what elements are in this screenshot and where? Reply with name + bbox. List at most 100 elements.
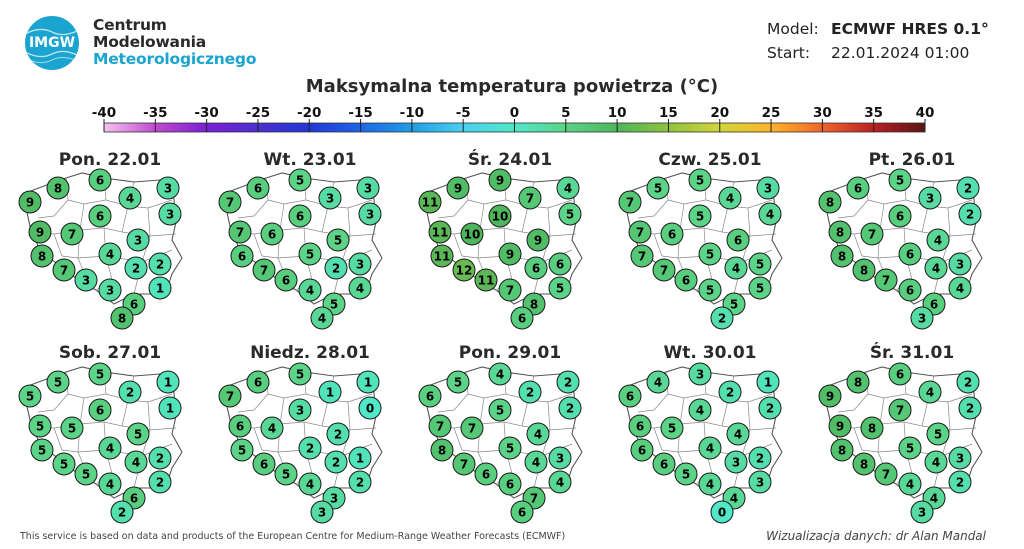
temperature-value: 6 (854, 182, 862, 196)
temperature-marker (748, 446, 772, 470)
temperature-value: 2 (564, 376, 572, 390)
temperature-value: 7 (526, 192, 534, 206)
temperature-value: 4 (930, 492, 938, 506)
temperature-value: 5 (906, 442, 914, 456)
temperature-value: 6 (254, 182, 262, 196)
temperature-value: 1 (164, 376, 172, 390)
temperature-marker (618, 384, 642, 408)
temperature-marker (828, 220, 852, 244)
temperature-marker (252, 452, 276, 476)
temperature-value: 6 (236, 420, 244, 434)
temperature-value: 4 (730, 492, 738, 506)
temperature-marker (958, 396, 982, 420)
temperature-marker (498, 472, 522, 496)
temperature-value: 4 (932, 456, 940, 470)
temperature-value: 3 (956, 452, 964, 466)
temperature-value: 5 (654, 182, 662, 196)
temperature-value: 5 (68, 422, 76, 436)
temperature-value: 5 (682, 468, 690, 482)
temperature-value: 2 (956, 476, 964, 490)
start-label: Start: (767, 44, 811, 62)
temperature-marker (956, 176, 980, 200)
temperature-value: 2 (156, 476, 164, 490)
temperature-value: 1 (156, 282, 164, 296)
temperature-marker (688, 168, 712, 192)
temperature-marker (452, 452, 476, 476)
voivodeship-border (279, 399, 329, 427)
temperature-value: 6 (282, 274, 290, 288)
temperature-value: 3 (364, 182, 372, 196)
temperature-marker (18, 190, 42, 214)
temperature-marker (548, 276, 572, 300)
temperature-marker (318, 186, 342, 210)
temperature-marker (288, 398, 312, 422)
voivodeship-border (853, 229, 881, 259)
temperature-marker (948, 276, 972, 300)
temperature-marker (548, 446, 572, 470)
temperature-value: 9 (826, 390, 834, 404)
voivodeship-border (549, 427, 577, 431)
voivodeship-border (853, 423, 881, 453)
voivodeship-border (349, 233, 377, 237)
model-label: Model: (767, 20, 819, 38)
temperature-marker (88, 398, 112, 422)
temperature-marker (28, 414, 52, 438)
logo-line-3: Meteorologicznego (93, 50, 257, 68)
temperature-value: 8 (838, 444, 846, 458)
temperature-marker (724, 256, 748, 280)
temperature-marker (918, 186, 942, 210)
temperature-value: 7 (896, 404, 904, 418)
temperature-value: 7 (636, 226, 644, 240)
temperature-marker (418, 190, 442, 214)
temperature-value: 7 (226, 390, 234, 404)
temperature-marker (52, 258, 76, 282)
temperature-marker (910, 306, 934, 330)
voivodeship-border (349, 427, 377, 431)
voivodeship-border (949, 427, 977, 431)
temperature-marker (924, 450, 948, 474)
voivodeship-border (79, 205, 129, 233)
temperature-marker (46, 370, 70, 394)
temperature-value: 5 (506, 442, 514, 456)
temperature-marker (652, 258, 676, 282)
temperature-value: 7 (660, 264, 668, 278)
temperature-marker (298, 278, 322, 302)
voivodeship-border (453, 229, 481, 259)
temperature-value: 4 (696, 404, 704, 418)
temperature-marker (124, 256, 148, 280)
temperature-marker (660, 222, 684, 246)
temperature-marker (288, 204, 312, 228)
temperature-value: 3 (356, 258, 364, 272)
temperature-value: 7 (236, 226, 244, 240)
temperature-marker (630, 244, 654, 268)
temperature-value: 4 (556, 476, 564, 490)
temperature-value: 11 (434, 250, 451, 264)
temperature-marker (348, 470, 372, 494)
temperature-value: 4 (926, 386, 934, 400)
voivodeship-border (149, 233, 177, 237)
temperature-value: 2 (964, 376, 972, 390)
temperature-value: 5 (730, 298, 738, 312)
temperature-marker (498, 242, 522, 266)
temperature-marker (518, 186, 542, 210)
temperature-marker (98, 472, 122, 496)
temperature-marker (430, 244, 454, 268)
temperature-value: 10 (492, 210, 509, 224)
temperature-value: 4 (306, 478, 314, 492)
scale-tick-label: 10 (608, 105, 627, 121)
temperature-value: 5 (96, 368, 104, 382)
temperature-value: 2 (766, 402, 774, 416)
temperature-value: 2 (756, 452, 764, 466)
logo-line-2: Modelowania (93, 33, 207, 51)
voivodeship-border (53, 423, 81, 453)
temperature-value: 7 (868, 228, 876, 242)
temperature-value: 4 (318, 312, 326, 326)
temperature-marker (926, 422, 950, 446)
temperature-marker (148, 470, 172, 494)
temperature-marker (298, 242, 322, 266)
temperature-value: 6 (426, 390, 434, 404)
